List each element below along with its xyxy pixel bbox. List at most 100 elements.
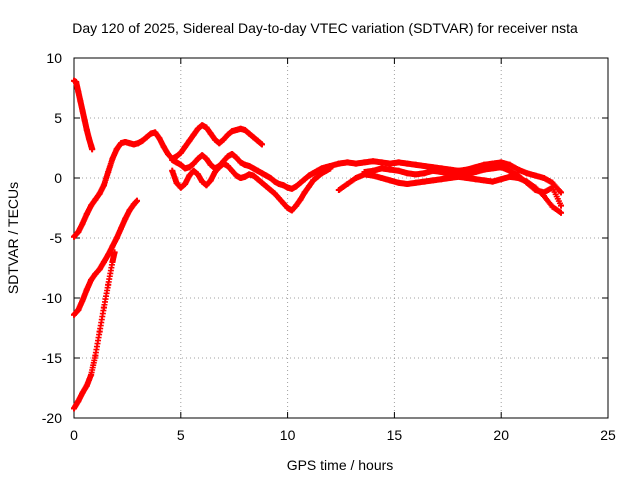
data-point (75, 229, 82, 235)
data-point (498, 176, 505, 183)
data-point (276, 181, 283, 187)
data-point (160, 143, 167, 150)
data-point (224, 163, 231, 169)
y-axis-label: SDTVAR / TECUs (5, 182, 21, 294)
data-point (75, 398, 82, 405)
series-rising-from-minus19 (71, 249, 118, 412)
series-band-e (361, 164, 565, 209)
series-rising-from-minus11 (71, 197, 141, 318)
data-point (446, 171, 453, 178)
data-point (73, 79, 80, 85)
data-point (455, 172, 462, 179)
data-point (194, 125, 201, 132)
data-point (258, 141, 265, 148)
data-point (224, 131, 231, 138)
data-point (344, 181, 351, 187)
data-point (293, 202, 300, 209)
data-point (310, 170, 317, 177)
data-point (186, 164, 193, 171)
data-point (246, 130, 253, 137)
data-point (85, 135, 92, 142)
data-point (288, 207, 295, 214)
series-descending-early (71, 77, 96, 153)
x-tick-label: 20 (493, 427, 509, 443)
data-point (489, 165, 496, 172)
data-point (305, 172, 312, 179)
data-point (105, 251, 112, 258)
x-axis-label: GPS time / hours (287, 457, 394, 473)
data-point (186, 137, 193, 144)
data-point (117, 140, 124, 147)
data-point (250, 134, 257, 141)
data-point (173, 159, 180, 166)
data-point (532, 187, 539, 193)
data-point (134, 197, 141, 204)
data-point (79, 220, 86, 227)
data-point (109, 243, 116, 250)
data-point (301, 189, 308, 196)
x-tick-label: 25 (600, 427, 616, 443)
data-point (498, 164, 505, 171)
data-point (105, 169, 112, 175)
data-point (96, 266, 103, 273)
data-point (199, 152, 206, 159)
data-point (472, 176, 479, 183)
data-point (250, 165, 257, 172)
data-point (246, 163, 253, 169)
data-point (421, 178, 428, 185)
data-point (130, 201, 137, 208)
data-point (284, 205, 291, 211)
data-point (177, 161, 184, 168)
data-point (109, 155, 116, 162)
data-point (92, 196, 99, 203)
data-point (177, 184, 184, 191)
data-point (370, 158, 377, 165)
data-point (143, 134, 150, 141)
data-point (83, 127, 90, 133)
data-point (267, 175, 274, 181)
data-point (344, 159, 351, 166)
data-layer (71, 77, 565, 412)
data-point (323, 167, 330, 174)
data-point (241, 173, 248, 180)
y-tick-label: -15 (42, 350, 62, 366)
data-point (301, 176, 308, 183)
data-point (182, 165, 189, 172)
data-point (71, 233, 77, 240)
data-point (515, 172, 522, 179)
data-point (203, 155, 210, 162)
data-point (314, 167, 321, 174)
data-point (288, 185, 295, 192)
data-point (305, 183, 312, 190)
data-point (207, 177, 214, 184)
data-point (378, 159, 385, 166)
data-point (254, 137, 261, 144)
data-point (506, 167, 513, 174)
x-tick-label: 10 (280, 427, 296, 443)
data-point (89, 146, 96, 153)
axis-layer: 0 5 10 15 20 25 -20 -15 -10 -5 0 5 10 (42, 50, 616, 443)
data-point (199, 122, 206, 129)
data-point (233, 172, 240, 179)
data-point (190, 167, 197, 174)
data-point (241, 127, 248, 133)
data-point (130, 141, 137, 148)
y-tick-label: -20 (42, 410, 62, 426)
data-point (263, 172, 270, 179)
data-point (111, 249, 118, 256)
data-point (211, 136, 218, 143)
data-point (229, 167, 236, 174)
data-point (229, 151, 236, 157)
data-point (361, 169, 368, 175)
data-point (216, 140, 223, 147)
data-point (81, 117, 88, 124)
x-tick-label: 0 (70, 427, 78, 443)
series-band-b (169, 160, 334, 214)
data-point (506, 161, 513, 168)
data-point (395, 167, 402, 174)
data-point (263, 183, 270, 190)
data-point (412, 171, 419, 178)
data-point (190, 160, 197, 167)
